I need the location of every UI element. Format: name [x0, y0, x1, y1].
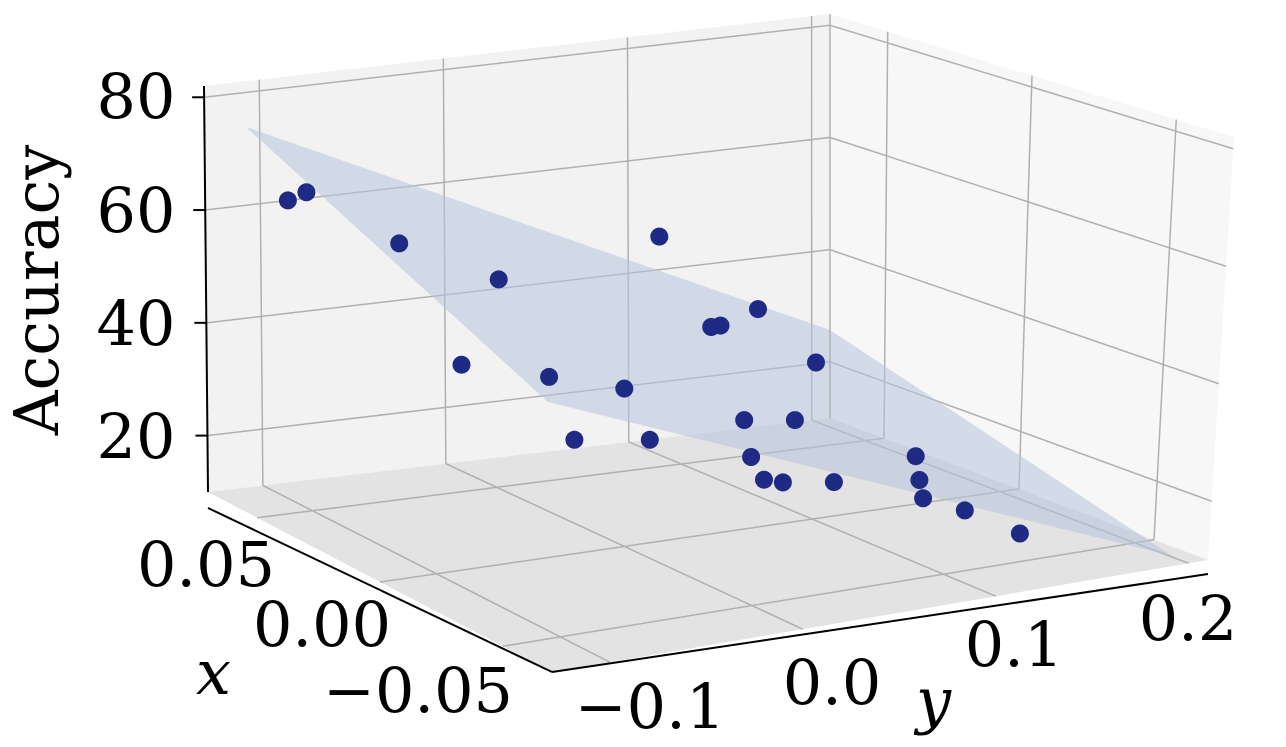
y-tick-label: −0.1: [575, 670, 726, 743]
x-gridline-wall: [1018, 75, 1033, 490]
y-gridline-wall: [258, 79, 264, 486]
data-point: [640, 430, 659, 449]
y-tick-label: 0.2: [1139, 582, 1238, 655]
y-axis-line: [551, 573, 1209, 673]
z-tick-label: 40: [97, 287, 176, 360]
data-point: [540, 367, 559, 386]
data-point: [565, 430, 584, 449]
data-point: [742, 448, 761, 466]
data-point: [755, 470, 773, 489]
data-point: [615, 379, 634, 398]
z-axis-title: Accuracy: [0, 145, 73, 437]
x-axis-line: [207, 507, 553, 673]
data-point: [773, 473, 792, 492]
data-point: [955, 501, 974, 520]
x-gridline-floor: [502, 538, 1155, 648]
data-point: [711, 316, 730, 335]
data-point: [910, 471, 929, 489]
data-point: [914, 489, 933, 508]
y-tick-label: 0.0: [783, 646, 882, 719]
z-axis-line: [203, 85, 209, 493]
z-tick-label: 60: [97, 174, 176, 247]
y-axis-title: y: [913, 664, 952, 737]
data-point: [906, 447, 925, 466]
data-point: [735, 411, 754, 430]
data-point: [749, 300, 767, 319]
data-point: [1010, 524, 1029, 543]
y-tick-label: 0.1: [965, 608, 1064, 681]
x-gridline-floor: [379, 488, 1020, 583]
data-points-layer: [278, 183, 1029, 543]
z-tick-label: 80: [97, 60, 176, 133]
data-point: [452, 355, 471, 374]
fitted-plane-layer: [246, 127, 1172, 556]
data-point: [390, 234, 409, 253]
data-point: [824, 473, 843, 492]
x-tick-label: −0.05: [323, 654, 513, 727]
x-gridline-wall: [1153, 119, 1178, 540]
data-point: [650, 227, 669, 246]
data-point: [278, 191, 297, 210]
fitted-plane: [246, 127, 1172, 556]
data-point: [785, 411, 804, 430]
data-point: [807, 353, 825, 372]
x-axis-title: x: [196, 636, 231, 709]
tick-labels-layer: 20 40 60 80 0.050.00−0.05 −0.1 0.0 0.1 0.2: [97, 60, 1238, 743]
x-tick-label: 0.05: [137, 528, 275, 601]
data-point: [489, 270, 508, 289]
z-tick-label: 20: [97, 400, 176, 473]
data-point: [297, 183, 316, 202]
x-tick-label: 0.00: [253, 588, 391, 661]
axes-layer: [203, 14, 1209, 673]
